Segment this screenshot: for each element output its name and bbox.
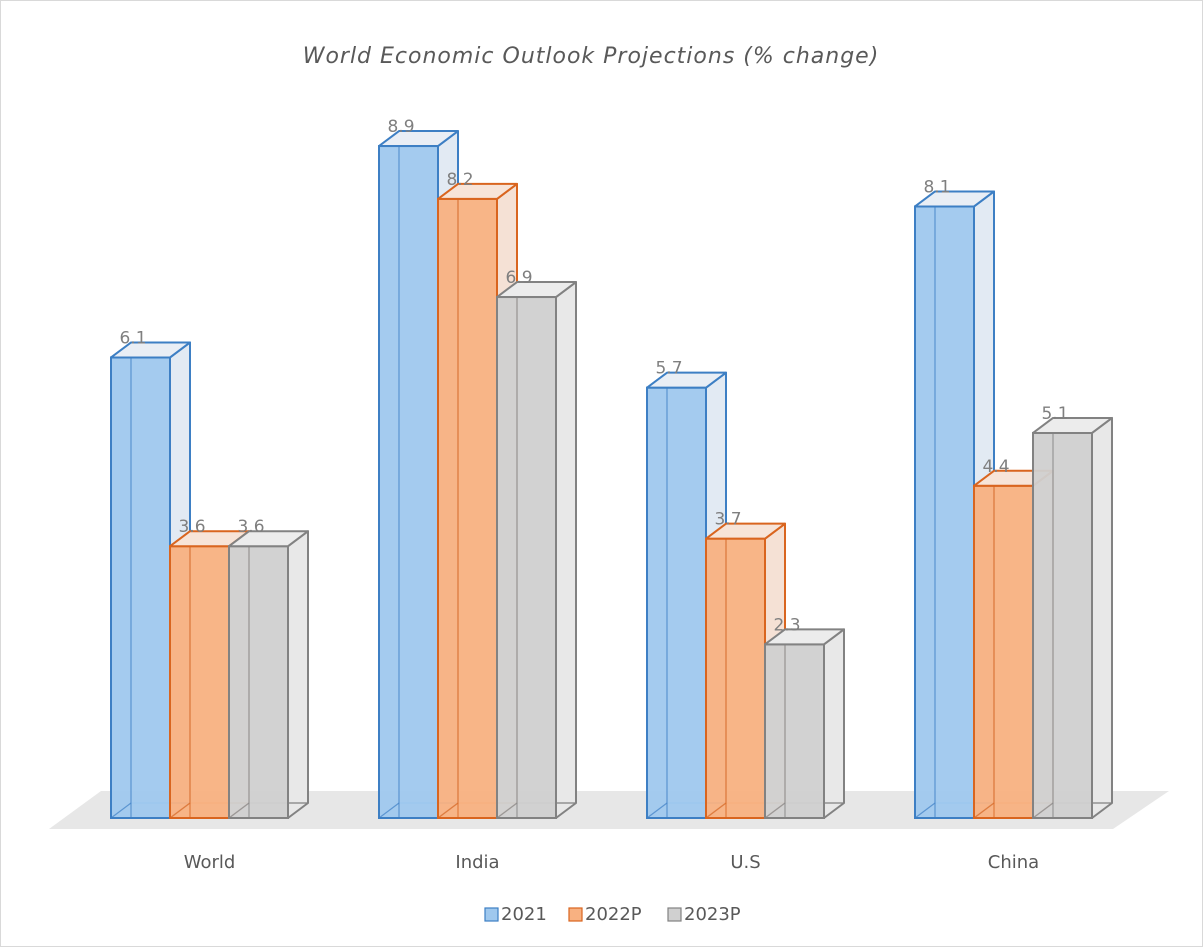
bar-side-face — [824, 629, 844, 818]
bar-front-face — [111, 357, 170, 818]
category-label-u-s: U.S — [730, 852, 760, 873]
bar-china-2023p — [1033, 418, 1112, 818]
bar-india-2023p — [497, 282, 576, 818]
data-label-u-s-2021: 5.7 — [655, 359, 682, 379]
bar-side-face — [556, 282, 576, 818]
data-label-china-2022p: 4.4 — [982, 457, 1009, 477]
data-label-india-2021: 8.9 — [387, 117, 414, 137]
bar-front-face — [647, 388, 706, 818]
legend: 2021 2022P 2023P — [485, 904, 741, 925]
bar-side-face — [288, 531, 308, 818]
data-label-u-s-2022p: 3.7 — [714, 510, 741, 530]
bar-front-face — [170, 546, 229, 818]
legend-swatch — [668, 908, 681, 921]
bar-front-face — [379, 146, 438, 818]
data-label-world-2022p: 3.6 — [178, 517, 205, 537]
category-label-china: China — [988, 852, 1039, 873]
data-label-china-2023p: 5.1 — [1041, 404, 1068, 424]
category-label-world: World — [184, 852, 236, 873]
bar-front-face — [706, 539, 765, 818]
legend-item-2021: 2021 — [485, 904, 547, 925]
chart-title: World Economic Outlook Projections (% ch… — [303, 44, 880, 69]
legend-item-2023p: 2023P — [668, 904, 741, 925]
legend-label: 2021 — [501, 904, 547, 925]
data-label-india-2023p: 6.9 — [505, 268, 532, 288]
data-label-world-2021: 6.1 — [119, 328, 146, 348]
bar-world-2023p — [229, 531, 308, 818]
legend-swatch — [485, 908, 498, 921]
bar-front-face — [765, 644, 824, 818]
legend-item-2022p: 2022P — [569, 904, 642, 925]
category-label-india: India — [455, 852, 499, 873]
bar-u-s-2023p — [765, 629, 844, 818]
legend-label: 2022P — [585, 904, 642, 925]
bar-front-face — [974, 486, 1033, 818]
bar-front-face — [915, 206, 974, 818]
data-label-india-2022p: 8.2 — [446, 170, 473, 190]
data-label-u-s-2023p: 2.3 — [773, 615, 800, 635]
category-labels-group: World India U.S China — [184, 852, 1040, 873]
bars-group — [111, 131, 1112, 818]
legend-swatch — [569, 908, 582, 921]
bar-front-face — [1033, 433, 1092, 818]
bar-front-face — [229, 546, 288, 818]
bar-side-face — [1092, 418, 1112, 818]
bar-front-face — [497, 297, 556, 818]
bar-front-face — [438, 199, 497, 818]
data-label-world-2023p: 3.6 — [237, 517, 264, 537]
legend-label: 2023P — [684, 904, 741, 925]
data-label-china-2021: 8.1 — [923, 177, 950, 197]
